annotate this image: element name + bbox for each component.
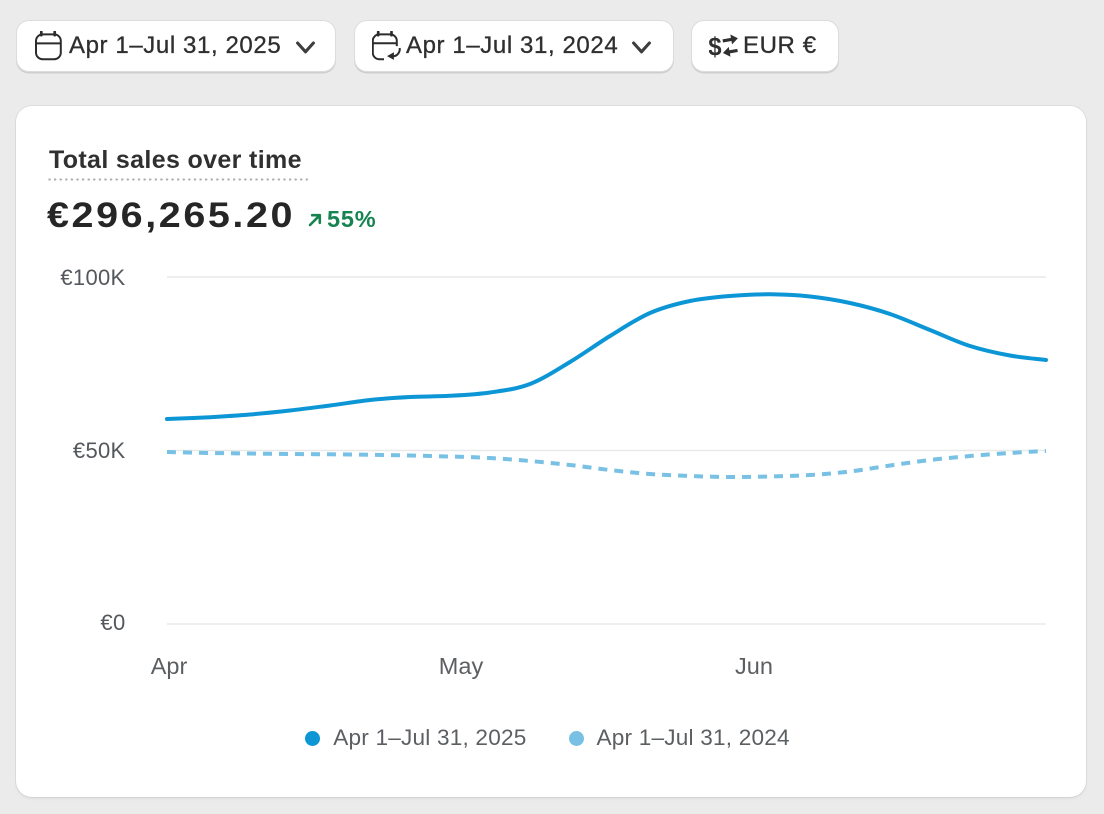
svg-text:$: $ [709, 32, 722, 61]
